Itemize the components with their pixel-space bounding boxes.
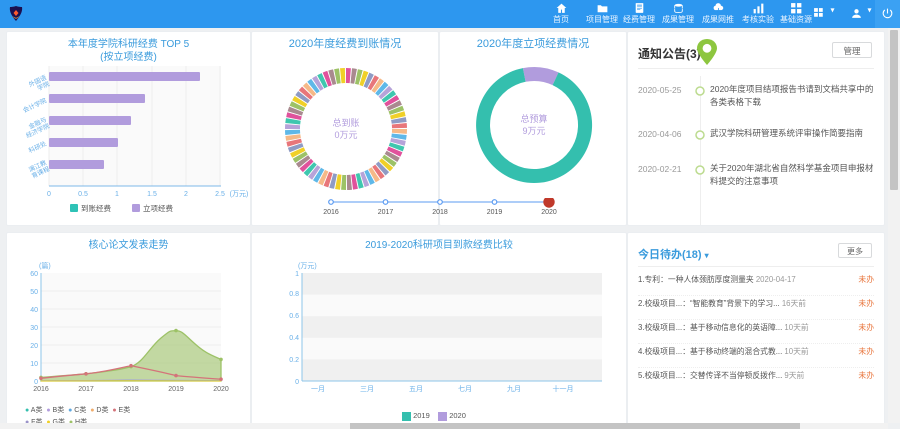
svg-text:九月: 九月 [507,384,521,393]
svg-text:漓江教育课程: 漓江教育课程 [27,157,52,180]
svg-text:9万元: 9万元 [522,126,545,136]
svg-text:30: 30 [30,325,38,332]
svg-text:1: 1 [115,191,119,198]
svg-text:总预算: 总预算 [520,113,547,124]
svg-text:0.5: 0.5 [78,191,88,198]
svg-text:立项经费: 立项经费 [143,203,173,213]
svg-text:七月: 七月 [458,384,472,393]
svg-text:0: 0 [34,379,38,386]
svg-text:1.5: 1.5 [147,191,157,198]
svg-text:(万元): (万元) [230,190,249,198]
svg-text:0: 0 [295,379,299,386]
svg-text:三月: 三月 [360,385,374,393]
svg-text:到账经费: 到账经费 [81,203,111,213]
svg-text:40: 40 [30,307,38,314]
svg-text:60: 60 [30,271,38,278]
svg-text:2: 2 [184,191,188,198]
svg-text:50: 50 [30,289,38,296]
svg-text:十一月: 十一月 [553,384,574,393]
svg-text:2017: 2017 [78,386,94,393]
svg-text:0.6: 0.6 [289,313,299,320]
svg-text:10: 10 [30,361,38,368]
svg-text:0.4: 0.4 [289,335,299,342]
svg-text:2016: 2016 [33,386,49,393]
svg-text:外国语学院: 外国语学院 [27,72,52,95]
svg-text:2018: 2018 [123,386,139,393]
svg-text:0.8: 0.8 [289,291,299,298]
svg-text:20: 20 [30,343,38,350]
svg-text:1: 1 [295,271,299,278]
svg-text:2.5: 2.5 [215,191,225,198]
svg-text:会计学院: 会计学院 [21,95,48,114]
svg-text:总到账: 总到账 [332,117,359,128]
svg-text:0.2: 0.2 [289,357,299,364]
svg-text:五月: 五月 [409,385,423,393]
svg-text:金融与经济学院: 金融与经济学院 [21,114,51,139]
svg-text:2020: 2020 [213,386,229,393]
svg-text:科研处: 科研处 [27,138,49,154]
svg-text:一月: 一月 [311,385,325,393]
svg-text:2019: 2019 [168,386,184,393]
svg-text:0: 0 [47,191,51,198]
svg-text:0万元: 0万元 [334,130,357,140]
